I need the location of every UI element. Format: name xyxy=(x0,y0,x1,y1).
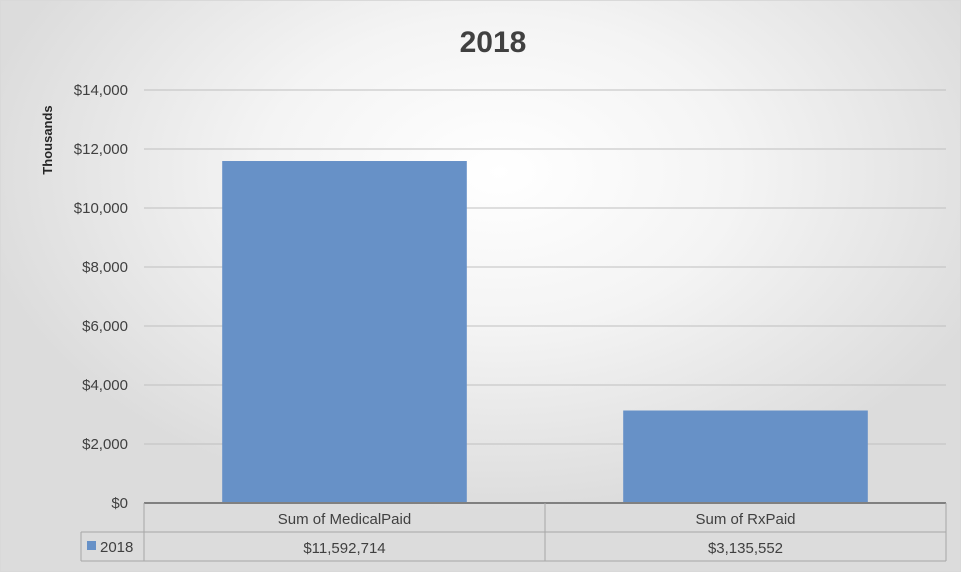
y-tick-label: $14,000 xyxy=(74,82,128,99)
series-name: 2018 xyxy=(100,539,133,556)
category-label: Sum of MedicalPaid xyxy=(278,511,411,528)
y-tick-label: $6,000 xyxy=(82,318,128,335)
bar xyxy=(222,161,467,503)
chart-title: 2018 xyxy=(460,26,527,59)
data-table-value: $3,135,552 xyxy=(708,540,783,557)
y-tick-label: $4,000 xyxy=(82,377,128,394)
y-axis-ticks: $0 $2,000 $4,000 $6,000 $8,000 $10,000 $12,000… xyxy=(74,82,128,512)
category-label: Sum of RxPaid xyxy=(695,511,795,528)
y-tick-label: $8,000 xyxy=(82,259,128,276)
bars xyxy=(144,161,946,504)
y-tick-label: $2,000 xyxy=(82,436,128,453)
legend-key xyxy=(87,541,96,550)
y-tick-label: $10,000 xyxy=(74,200,128,217)
y-tick-label: $0 xyxy=(111,495,128,512)
data-table: Sum of MedicalPaid Sum of RxPaid 2018 $11,5… xyxy=(80,503,947,562)
bar xyxy=(623,410,868,503)
y-axis-title: Thousands xyxy=(40,105,55,174)
y-tick-label: $12,000 xyxy=(74,141,128,158)
data-table-value: $11,592,714 xyxy=(303,540,385,557)
